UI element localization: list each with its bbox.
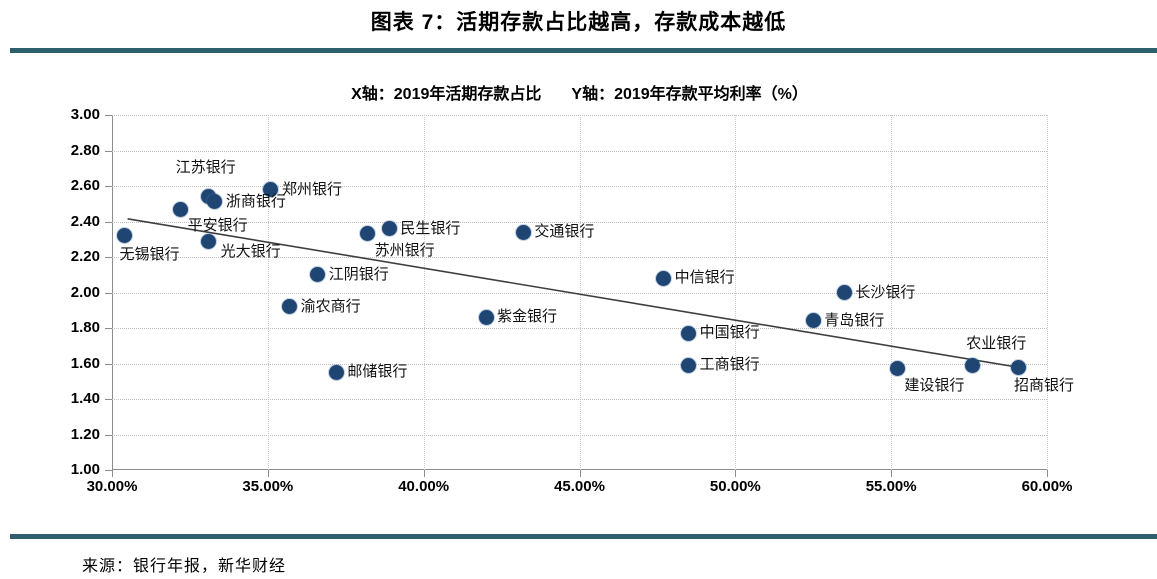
data-point <box>116 228 132 244</box>
y-tick-mark <box>105 434 112 436</box>
y-tick-label: 1.00 <box>70 461 100 478</box>
x-tick-mark <box>735 470 737 477</box>
data-point-label: 青岛银行 <box>824 311 885 329</box>
trend-line <box>127 218 1023 369</box>
data-point-label: 光大银行 <box>220 243 281 261</box>
data-point-label: 苏州银行 <box>374 241 435 259</box>
data-point-label: 邮储银行 <box>347 363 408 381</box>
gridline-vertical <box>735 115 737 470</box>
data-point <box>381 221 397 237</box>
data-point-label: 渝农商行 <box>300 297 361 315</box>
x-tick-label: 35.00% <box>242 478 294 495</box>
data-point <box>310 267 326 283</box>
y-tick-mark <box>105 363 112 365</box>
y-tick-label: 2.40 <box>70 212 100 230</box>
y-tick-label: 1.80 <box>70 319 100 336</box>
y-tick-mark <box>105 470 112 471</box>
x-tick-label: 60.00% <box>1021 478 1073 495</box>
data-point <box>681 357 697 373</box>
data-point <box>515 224 531 240</box>
x-tick-label: 50.00% <box>709 478 761 495</box>
data-point-label: 浙商银行 <box>225 192 286 210</box>
y-tick-mark <box>105 292 112 294</box>
y-tick-label: 2.60 <box>70 177 100 194</box>
data-point <box>263 182 279 198</box>
data-point <box>207 194 223 210</box>
chart-subtitle: X轴：2019年活期存款占比 Y轴：2019年存款平均利率（%） <box>112 80 1047 104</box>
x-tick-mark <box>1047 470 1048 477</box>
footer-divider <box>10 534 1157 539</box>
x-tick-mark <box>579 470 581 477</box>
data-point-label: 建设银行 <box>904 376 965 394</box>
gridline-vertical <box>267 115 269 470</box>
y-tick-mark <box>105 221 112 223</box>
gridline-vertical <box>579 115 581 470</box>
data-point <box>889 361 905 377</box>
data-point-label: 中国银行 <box>699 324 760 342</box>
data-point-label: 江苏银行 <box>175 158 236 176</box>
y-tick-label: 2.80 <box>70 141 100 159</box>
data-point <box>282 299 298 315</box>
data-point <box>836 285 852 300</box>
y-tick-mark <box>105 150 112 152</box>
data-point <box>201 233 217 249</box>
x-tick-label: 45.00% <box>554 478 605 495</box>
figure-title: 图表 7：活期存款占比越高，存款成本越低 <box>370 11 787 34</box>
y-tick-mark <box>105 257 112 258</box>
x-axis-note: X轴：2019年活期存款占比 <box>351 86 542 103</box>
x-tick-mark <box>891 470 893 477</box>
x-tick-label: 30.00% <box>86 478 138 495</box>
data-point-label: 紫金银行 <box>497 308 558 326</box>
data-point-label: 江阴银行 <box>328 265 389 283</box>
data-point-label: 民生银行 <box>400 219 461 237</box>
data-point-label: 交通银行 <box>534 223 595 241</box>
x-tick-mark <box>112 470 113 477</box>
data-point-label: 农业银行 <box>966 335 1027 353</box>
y-tick-label: 1.60 <box>70 354 100 372</box>
gridline-vertical <box>423 115 425 470</box>
data-point-label: 郑州银行 <box>281 180 342 198</box>
data-point <box>478 309 494 325</box>
y-tick-label: 3.00 <box>70 106 100 123</box>
data-point <box>805 313 821 329</box>
y-axis-note: Y轴：2019年存款平均利率（%） <box>571 86 808 103</box>
data-point-label: 平安银行 <box>187 217 248 235</box>
y-tick-label: 1.40 <box>70 390 100 407</box>
x-tick-mark <box>423 470 425 477</box>
y-tick-label: 2.00 <box>70 283 100 301</box>
source-note: 来源：银行年报，新华财经 <box>82 558 287 575</box>
gridline-vertical <box>1047 115 1048 470</box>
header-divider <box>10 48 1157 53</box>
data-point-label: 中信银行 <box>674 269 735 287</box>
x-tick-label: 40.00% <box>398 478 450 495</box>
y-tick-label: 2.20 <box>70 248 100 265</box>
data-point <box>328 364 344 380</box>
y-tick-mark <box>105 399 112 400</box>
data-point <box>360 226 376 242</box>
gridline-vertical <box>891 115 893 470</box>
data-point-label: 工商银行 <box>699 356 760 374</box>
data-point <box>656 270 672 286</box>
data-point-label: 长沙银行 <box>855 283 916 301</box>
x-tick-mark <box>267 470 269 477</box>
data-point-label: 无锡银行 <box>119 245 180 263</box>
y-tick-mark <box>105 186 112 187</box>
data-point <box>173 201 189 217</box>
data-point-label: 招商银行 <box>1013 377 1074 395</box>
y-tick-mark <box>105 115 112 116</box>
data-point <box>681 325 697 341</box>
data-point <box>964 357 980 373</box>
y-tick-label: 1.20 <box>70 425 100 443</box>
data-point <box>1011 359 1027 375</box>
x-tick-label: 55.00% <box>865 478 917 495</box>
y-tick-mark <box>105 328 112 329</box>
